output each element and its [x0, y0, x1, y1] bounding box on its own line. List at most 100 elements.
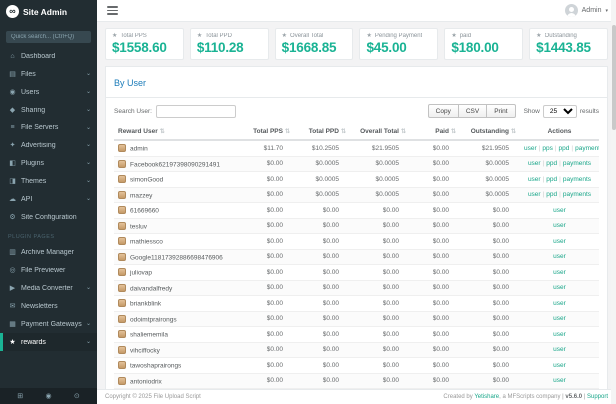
action-user-link[interactable]: user — [527, 160, 541, 168]
cell-actions: user — [520, 280, 599, 296]
action-user-link[interactable]: user — [553, 330, 566, 338]
action-payments-link[interactable]: payments — [562, 175, 592, 183]
app-logo[interactable]: ∞ Site Admin — [0, 0, 97, 22]
sidebar-item-payment-gateways[interactable]: ▦ Payment Gateways ⌄ — [0, 315, 97, 333]
cell-total-ppd: $0.00 — [294, 373, 350, 389]
column-header-overall-total[interactable]: Overall Total ⇅ — [350, 123, 410, 141]
user-menu[interactable]: Admin ▾ — [564, 4, 608, 17]
results-per-page-select[interactable]: 25 — [542, 104, 577, 118]
user-avatar-icon — [118, 206, 126, 214]
cell-total-pps: $0.00 — [242, 233, 294, 250]
column-header-reward-user[interactable]: Reward User ⇅ — [114, 123, 242, 141]
cell-total-ppd: $0.00 — [294, 326, 350, 343]
sidebar-item-files[interactable]: ▤ Files ⌄ — [0, 65, 97, 83]
cell-overall-total: $0.00 — [350, 311, 410, 327]
action-user-link[interactable]: user — [553, 253, 566, 261]
show-results-wrap: Show 25 results — [524, 104, 599, 118]
scrollbar-thumb[interactable] — [611, 25, 616, 130]
sidebar-item-archive-manager[interactable]: ▥ Archive Manager — [0, 243, 97, 261]
cell-total-ppd: $0.00 — [294, 202, 350, 219]
cell-reward-user: tawoshaprairongs — [114, 357, 242, 374]
column-header-total-pps[interactable]: Total PPS ⇅ — [242, 123, 294, 141]
stats-row: ★ Total PPS $1558.60 ★ Total PPD $110.28 ★ Over… — [97, 22, 616, 64]
sidebar-item-advertising[interactable]: ✦ Advertising ⌄ — [0, 136, 97, 154]
cell-reward-user: Facebook62197398090291491 — [114, 156, 242, 172]
cell-outstanding: $0.00 — [460, 249, 520, 265]
chevron-down-icon: ⌄ — [85, 196, 91, 202]
action-user-link[interactable]: user — [553, 361, 566, 369]
cell-total-ppd: $0.00 — [294, 233, 350, 250]
action-user-link[interactable]: user — [553, 237, 566, 245]
action-user-link[interactable]: user — [553, 315, 566, 323]
reward-user-name: 61669660 — [130, 207, 159, 215]
sidebar-item-users[interactable]: ◉ Users ⌄ — [0, 83, 97, 101]
sidebar-item-themes[interactable]: ◨ Themes ⌄ — [0, 172, 97, 190]
action-user-link[interactable]: user — [553, 222, 566, 230]
sidebar-item-rewards[interactable]: ★ rewards ⌄ — [0, 333, 97, 351]
action-user-link[interactable]: user — [553, 284, 566, 292]
power-icon[interactable]: ⊙ — [73, 393, 80, 400]
cell-overall-total: $0.0005 — [350, 187, 410, 203]
action-user-link[interactable]: user — [553, 377, 566, 385]
action-user-link[interactable]: user — [553, 206, 566, 214]
table-controls: Search User: Copy CSV Print Show 25 result… — [106, 98, 607, 123]
sidebar-item-file-servers[interactable]: ≡ File Servers ⌄ — [0, 119, 97, 136]
stat-top: ★ Outstanding — [536, 32, 601, 40]
cell-actions: user|pps|ppd|payments — [520, 140, 599, 157]
action-pps-link[interactable]: pps — [542, 144, 553, 152]
action-ppd-link[interactable]: ppd — [546, 175, 558, 183]
quick-search-input[interactable] — [6, 31, 91, 43]
sidebar-item-media-converter[interactable]: ▶ Media Converter ⌄ — [0, 279, 97, 297]
menu-toggle-button[interactable] — [105, 4, 120, 17]
sidebar-item-api[interactable]: ☁ API ⌄ — [0, 190, 97, 208]
action-user-link[interactable]: user — [527, 191, 541, 199]
column-header-label: Overall Total — [360, 127, 399, 135]
action-user-link[interactable]: user — [553, 346, 566, 354]
trophy-icon: ★ — [366, 33, 372, 39]
sidebar-item-plugins[interactable]: ◧ Plugins ⌄ — [0, 154, 97, 172]
csv-button[interactable]: CSV — [457, 104, 488, 118]
cell-paid: $0.00 — [410, 311, 460, 327]
stat-label: Outstanding — [544, 32, 577, 39]
sidebar-item-newsletters[interactable]: ✉ Newsletters — [0, 297, 97, 315]
column-header-paid[interactable]: Paid ⇅ — [410, 123, 460, 141]
action-ppd-link[interactable]: ppd — [546, 191, 558, 199]
chevron-down-icon: ⌄ — [85, 124, 91, 131]
reward-user-name: vihciffocky — [130, 347, 160, 354]
cell-actions: user — [520, 295, 599, 312]
cell-reward-user: tesluv — [114, 218, 242, 234]
action-separator: | — [542, 191, 545, 199]
search-user-input[interactable] — [155, 104, 236, 118]
action-payments-link[interactable]: payments — [575, 144, 599, 152]
action-payments-link[interactable]: payments — [562, 160, 592, 168]
column-header-total-ppd[interactable]: Total PPD ⇅ — [294, 123, 350, 141]
cell-total-pps: $0.00 — [242, 249, 294, 265]
sidebar-item-sharing[interactable]: ◆ Sharing ⌄ — [0, 101, 97, 119]
sidebar-item-dashboard[interactable]: ⌂ Dashboard — [0, 48, 97, 65]
action-user-link[interactable]: user — [553, 299, 566, 307]
action-ppd-link[interactable]: ppd — [558, 144, 570, 152]
cell-paid: $0.00 — [410, 342, 460, 358]
grid-icon[interactable]: ⊞ — [17, 393, 24, 400]
action-user-link[interactable]: user — [553, 268, 566, 276]
action-ppd-link[interactable]: ppd — [546, 160, 558, 168]
action-user-link[interactable]: user — [524, 144, 537, 152]
copy-button[interactable]: Copy — [427, 104, 459, 118]
cell-total-pps: $0.00 — [242, 156, 294, 172]
sidebar-item-site-configuration[interactable]: ⚙ Site Configuration — [0, 208, 97, 226]
sidebar-item-label: Dashboard — [21, 53, 56, 60]
table-row: vihciffocky $0.00 $0.00 $0.00 $0.00 $0.00 user — [114, 342, 599, 358]
action-user-link[interactable]: user — [527, 175, 541, 183]
sidebar-search — [0, 22, 97, 48]
lock-icon[interactable]: ◉ — [45, 393, 52, 400]
page-scrollbar[interactable] — [611, 0, 616, 404]
support-link[interactable]: Support — [586, 394, 608, 400]
sidebar-item-file-previewer[interactable]: ◎ File Previewer — [0, 261, 97, 279]
print-button[interactable]: Print — [486, 104, 516, 118]
table-row: shaliememila $0.00 $0.00 $0.00 $0.00 $0.00 use… — [114, 326, 599, 343]
yetishare-link[interactable]: Yetishare — [474, 394, 500, 400]
table-row: mathiessco $0.00 $0.00 $0.00 $0.00 $0.00 user — [114, 233, 599, 250]
action-payments-link[interactable]: payments — [562, 191, 592, 199]
reward-user-name: Google11817392886698476906 — [130, 254, 223, 261]
column-header-outstanding[interactable]: Outstanding ⇅ — [460, 123, 520, 141]
